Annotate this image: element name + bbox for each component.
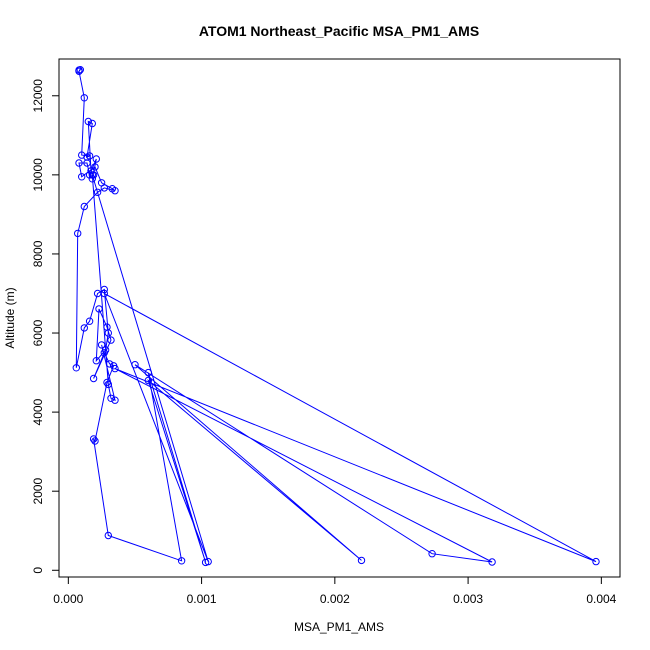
data-point [88, 171, 97, 179]
data-point [111, 396, 119, 404]
data-point [144, 376, 153, 385]
data-point [104, 531, 113, 540]
series-line [75, 68, 597, 563]
data-point [89, 374, 98, 383]
data-point [105, 360, 114, 368]
data-point [88, 119, 97, 128]
data-point [111, 364, 119, 373]
data-point [100, 285, 109, 294]
data-point [95, 305, 103, 313]
data-point [85, 317, 94, 325]
y-tick-label: 0 [31, 567, 45, 574]
data-point [83, 159, 91, 167]
plot-area-frame [58, 58, 621, 578]
data-point [92, 155, 101, 163]
data-point [103, 323, 111, 331]
y-axis: 0 2000 4000 6000 8000 10000 12000 [31, 79, 60, 574]
data-series [72, 66, 600, 567]
data-point [78, 173, 86, 181]
data-point [80, 202, 89, 211]
data-point [100, 184, 109, 192]
data-point [592, 557, 600, 566]
x-tick-label: 0.003 [453, 592, 483, 606]
data-point [72, 364, 81, 372]
data-point [131, 361, 139, 369]
data-point [92, 357, 101, 365]
x-tick-label: 0.001 [187, 592, 217, 606]
x-tick-label: 0.000 [53, 592, 83, 606]
data-point [84, 117, 93, 126]
y-tick-label: 2000 [31, 478, 45, 505]
data-point [89, 435, 98, 443]
data-point [83, 153, 91, 161]
data-point [80, 324, 89, 332]
data-point [75, 159, 83, 167]
y-tick-label: 10000 [31, 158, 45, 192]
y-tick-label: 12000 [31, 79, 45, 113]
data-point [85, 171, 94, 179]
data-point [204, 557, 212, 566]
data-point [87, 167, 95, 175]
data-point [74, 229, 82, 238]
data-point [111, 187, 119, 195]
data-point [80, 94, 89, 102]
data-point [91, 163, 99, 171]
data-point [93, 188, 102, 197]
data-point [488, 558, 496, 566]
data-point [428, 550, 436, 558]
x-tick-label: 0.002 [320, 592, 350, 606]
data-point [97, 341, 106, 349]
data-point [144, 368, 153, 377]
x-axis-label: MSA_PM1_AMS [294, 620, 384, 634]
data-point [177, 557, 186, 565]
chart-title: ATOM1 Northeast_Pacific MSA_PM1_AMS [199, 23, 479, 39]
data-point [107, 336, 115, 344]
y-tick-label: 4000 [31, 398, 45, 425]
y-tick-label: 8000 [31, 240, 45, 267]
y-axis-label: Altitude (m) [3, 287, 17, 348]
data-point [76, 66, 85, 74]
data-point [357, 556, 366, 565]
x-axis: 0.000 0.001 0.002 0.003 0.004 [53, 576, 617, 606]
data-point [104, 380, 113, 389]
data-point [100, 349, 109, 357]
data-point [75, 67, 83, 76]
data-point [107, 394, 115, 402]
x-tick-label: 0.004 [586, 592, 616, 606]
y-tick-label: 6000 [31, 319, 45, 346]
data-point [91, 437, 99, 445]
data-point [100, 289, 109, 298]
data-point [103, 378, 111, 387]
